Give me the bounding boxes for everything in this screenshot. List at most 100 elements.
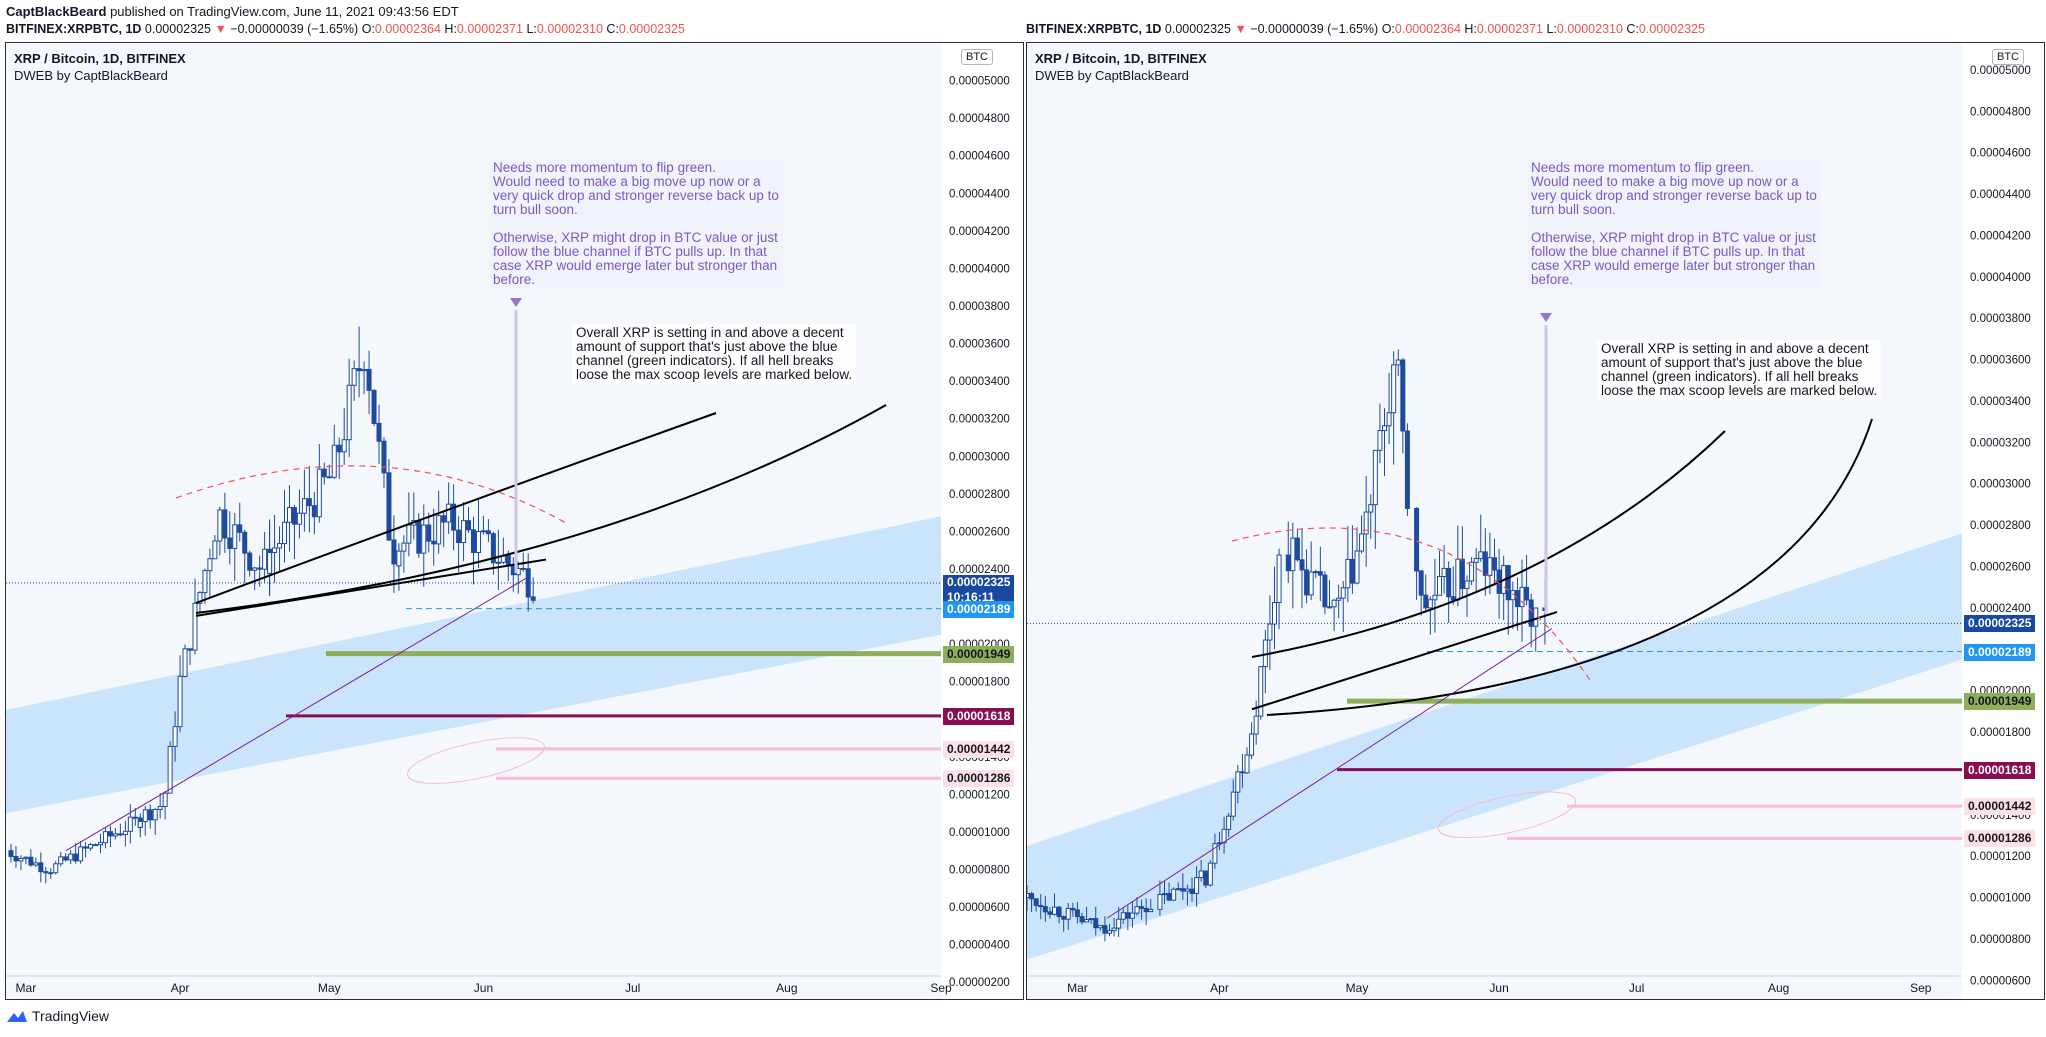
high-value: 0.00002371: [456, 22, 523, 36]
candle-body: [1478, 551, 1484, 560]
candle-body: [93, 844, 99, 847]
currency-badge[interactable]: BTC: [961, 49, 993, 65]
publish-line: CaptBlackBeard published on TradingView.…: [6, 4, 459, 19]
candle-body: [426, 524, 432, 542]
candle-body: [227, 537, 233, 549]
y-tick-label: 0.00005000: [949, 76, 1010, 88]
candle-body: [262, 548, 268, 570]
candle-body: [1143, 907, 1149, 913]
candle-body: [1070, 907, 1076, 911]
y-tick-label: 0.00000600: [949, 902, 1010, 914]
candle-body: [1203, 870, 1209, 886]
candle-body: [1377, 430, 1383, 451]
candle-body: [23, 856, 29, 859]
candle-body: [1487, 557, 1493, 576]
candle-body: [475, 530, 481, 554]
candle-body: [1102, 925, 1108, 934]
candle-body: [1290, 537, 1296, 572]
candle-body: [1414, 507, 1420, 572]
author-name[interactable]: CaptBlackBeard: [6, 4, 107, 19]
x-tick-label: Aug: [776, 981, 797, 995]
y-tick-label: 0.00003600: [949, 339, 1010, 351]
x-tick-label: Sep: [1910, 981, 1932, 995]
candle-body: [1285, 554, 1291, 572]
y-tick-label: 0.00000400: [949, 940, 1010, 952]
candle-body: [1047, 911, 1053, 915]
candle-body: [1157, 893, 1163, 910]
candle-body: [1327, 606, 1332, 609]
candle-body: [1129, 912, 1135, 919]
candle-body: [1162, 893, 1167, 896]
candle-body: [356, 368, 362, 372]
candle-body: [13, 855, 19, 862]
scoop-ellipse: [406, 737, 546, 784]
candle-body: [102, 831, 108, 844]
change-value: −0.00000039 (−1.65%): [230, 22, 359, 36]
y-tick-label: 0.00002600: [949, 526, 1010, 538]
candle-body: [1450, 596, 1456, 601]
candle-body: [1042, 906, 1048, 913]
indicator-label[interactable]: DWEB by CaptBlackBeard: [1035, 68, 1189, 83]
candle-body: [8, 850, 14, 857]
candle-body: [495, 561, 501, 564]
candle-body: [1148, 908, 1154, 913]
chart-title: XRP / Bitcoin, 1D, BITFINEX: [1035, 51, 1207, 66]
candle-body: [1276, 554, 1282, 603]
candle-body: [505, 555, 511, 566]
candle-body: [286, 507, 292, 523]
symbol-label[interactable]: BITFINEX:XRPBTC, 1D: [6, 22, 142, 36]
candle-body: [1473, 558, 1479, 563]
candle-body: [222, 509, 228, 539]
candle-body: [162, 792, 168, 807]
candle-body: [1313, 571, 1319, 574]
candle-body: [182, 648, 188, 677]
candle-body: [58, 856, 64, 865]
y-tick-label: 0.00000600: [1970, 975, 2031, 987]
trend-line: [195, 558, 547, 617]
candle-body: [386, 472, 392, 541]
chart-panel-right[interactable]: Mar Apr May Jun Jul Aug Sep 0.00005000 0.0000480…: [1026, 42, 2045, 1000]
open-value: 0.00002364: [1394, 22, 1461, 36]
tradingview-footer[interactable]: TradingView: [6, 1008, 109, 1024]
candle-body: [1212, 843, 1218, 864]
publish-info: published on TradingView.com, June 11, 2…: [110, 4, 459, 19]
x-tick-label: Sep: [930, 981, 952, 995]
close-value: 0.00002325: [618, 22, 685, 36]
level-label: 0.00001286: [1964, 830, 2036, 848]
candle-body: [1533, 607, 1539, 627]
candle-body: [1139, 906, 1145, 909]
candle-body: [1244, 754, 1250, 774]
currency-badge[interactable]: BTC: [1992, 49, 2024, 65]
candle-body: [192, 602, 198, 651]
projection-arrow: [1251, 430, 1726, 658]
candle-body: [1116, 918, 1122, 929]
candle-body: [1505, 565, 1511, 601]
candle-body: [391, 539, 397, 565]
chart-canvas-left[interactable]: Mar Apr May Jun Jul Aug Sep 0.00005000 0.0000480…: [6, 43, 1024, 1000]
candle-body: [1239, 771, 1245, 774]
purple-down-arrow-icon: [510, 298, 522, 307]
level-label: 0.00001618: [1964, 761, 2036, 779]
indicator-label[interactable]: DWEB by CaptBlackBeard: [14, 68, 168, 83]
candle-body: [28, 856, 34, 866]
candle-body: [1423, 594, 1429, 609]
y-tick-label: 0.00002400: [1970, 603, 2031, 615]
candle-body: [1308, 571, 1314, 596]
diagonal-line: [65, 577, 527, 852]
x-tick-label: May: [1346, 981, 1369, 995]
high-label: H:: [444, 22, 457, 36]
candle-body: [366, 368, 372, 391]
symbol-label[interactable]: BITFINEX:XRPBTC, 1D: [1026, 22, 1162, 36]
chart-panel-left[interactable]: Mar Apr May Jun Jul Aug Sep 0.00005000 0.0000480…: [5, 42, 1024, 1000]
low-value: 0.00002310: [1556, 22, 1623, 36]
candle-body: [406, 524, 412, 544]
candle-body: [247, 552, 253, 571]
candle-body: [48, 872, 54, 875]
candle-body: [38, 862, 44, 873]
candle-body: [1418, 570, 1424, 596]
candle-body: [1427, 599, 1433, 609]
candle-body: [1226, 815, 1232, 830]
projection-arrow: [195, 412, 717, 604]
candle-body: [1441, 567, 1447, 577]
y-tick-label: 0.00004200: [949, 226, 1010, 238]
